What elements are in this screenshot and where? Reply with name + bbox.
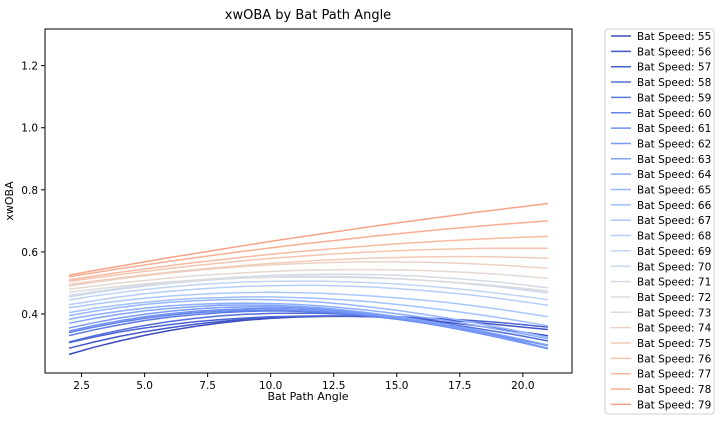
series-line-9 (68, 304, 549, 346)
legend-label: Bat Speed: 60 (637, 108, 711, 120)
y-axis-ticks: 0.4 0.6 0.8 1.0 1.2 (21, 61, 45, 321)
series-line-19 (68, 268, 549, 290)
x-axis-ticks: 2.5 5.0 7.5 10.0 12.5 15.0 17.5 20.0 (73, 373, 535, 392)
x-tick-label: 10.0 (259, 380, 282, 392)
legend-label: Bat Speed: 61 (637, 123, 711, 135)
x-tick-label: 7.5 (199, 380, 216, 392)
legend: Bat Speed: 55 Bat Speed: 56 Bat Speed: 57 B… (604, 28, 715, 415)
series-line-10 (68, 302, 549, 340)
legend-label: Bat Speed: 58 (637, 77, 711, 89)
legend-label: Bat Speed: 57 (637, 62, 711, 74)
x-tick-label: 2.5 (73, 380, 90, 392)
y-axis-label: xwOBA (3, 181, 16, 221)
plot-area (44, 28, 573, 374)
legend-label: Bat Speed: 72 (637, 292, 711, 304)
y-tick-label: 0.8 (21, 185, 38, 197)
series-line-22 (68, 247, 548, 283)
series-layer (68, 202, 549, 356)
legend-label: Bat Speed: 70 (637, 261, 711, 273)
legend-label: Bat Speed: 62 (637, 138, 711, 150)
series-line-24 (68, 220, 549, 278)
series-line-3 (68, 315, 549, 344)
legend-frame (604, 28, 715, 415)
legend-label: Bat Speed: 71 (637, 277, 711, 289)
x-axis-label: Bat Path Angle (267, 390, 348, 403)
legend-label: Bat Speed: 75 (637, 338, 711, 350)
legend-label: Bat Speed: 77 (637, 369, 711, 381)
y-tick-label: 0.6 (21, 247, 38, 259)
legend-label: Bat Speed: 68 (637, 231, 711, 243)
series-line-21 (68, 255, 549, 286)
series-line-15 (68, 280, 549, 301)
legend-label: Bat Speed: 64 (637, 169, 712, 181)
series-line-4 (68, 312, 549, 343)
y-tick-label: 1.2 (21, 61, 38, 73)
x-tick-label: 17.5 (448, 380, 471, 392)
y-tick-label: 0.4 (21, 309, 38, 321)
series-line-18 (68, 276, 549, 294)
series-line-11 (68, 298, 549, 339)
series-line-20 (68, 261, 549, 287)
legend-label: Bat Speed: 73 (637, 307, 711, 319)
legend-label: Bat Speed: 78 (637, 384, 711, 396)
series-line-25 (68, 202, 549, 276)
series-line-13 (68, 291, 549, 318)
legend-label: Bat Speed: 79 (637, 399, 711, 411)
legend-label: Bat Speed: 69 (637, 246, 711, 258)
x-tick-label: 20.0 (511, 380, 534, 392)
legend-label: Bat Speed: 55 (637, 31, 711, 43)
series-line-23 (68, 235, 549, 281)
series-line-14 (68, 284, 549, 307)
x-tick-label: 15.0 (385, 380, 408, 392)
legend-label: Bat Speed: 63 (637, 154, 711, 166)
plot-frame (44, 28, 573, 374)
legend-label: Bat Speed: 76 (637, 353, 712, 365)
series-line-7 (68, 307, 549, 350)
x-tick-label: 5.0 (136, 380, 153, 392)
legend-label: Bat Speed: 67 (637, 215, 711, 227)
legend-label: Bat Speed: 66 (637, 200, 712, 212)
series-line-17 (68, 273, 549, 297)
chart-title: xwOBA by Bat Path Angle (225, 8, 391, 23)
series-line-12 (68, 296, 549, 327)
legend-label: Bat Speed: 65 (637, 185, 711, 197)
x-tick-label: 12.5 (322, 380, 345, 392)
legend-label: Bat Speed: 56 (637, 46, 712, 58)
legend-label: Bat Speed: 74 (637, 323, 712, 335)
legend-label: Bat Speed: 59 (637, 92, 711, 104)
series-line-8 (68, 306, 549, 349)
y-tick-label: 1.0 (21, 123, 38, 135)
